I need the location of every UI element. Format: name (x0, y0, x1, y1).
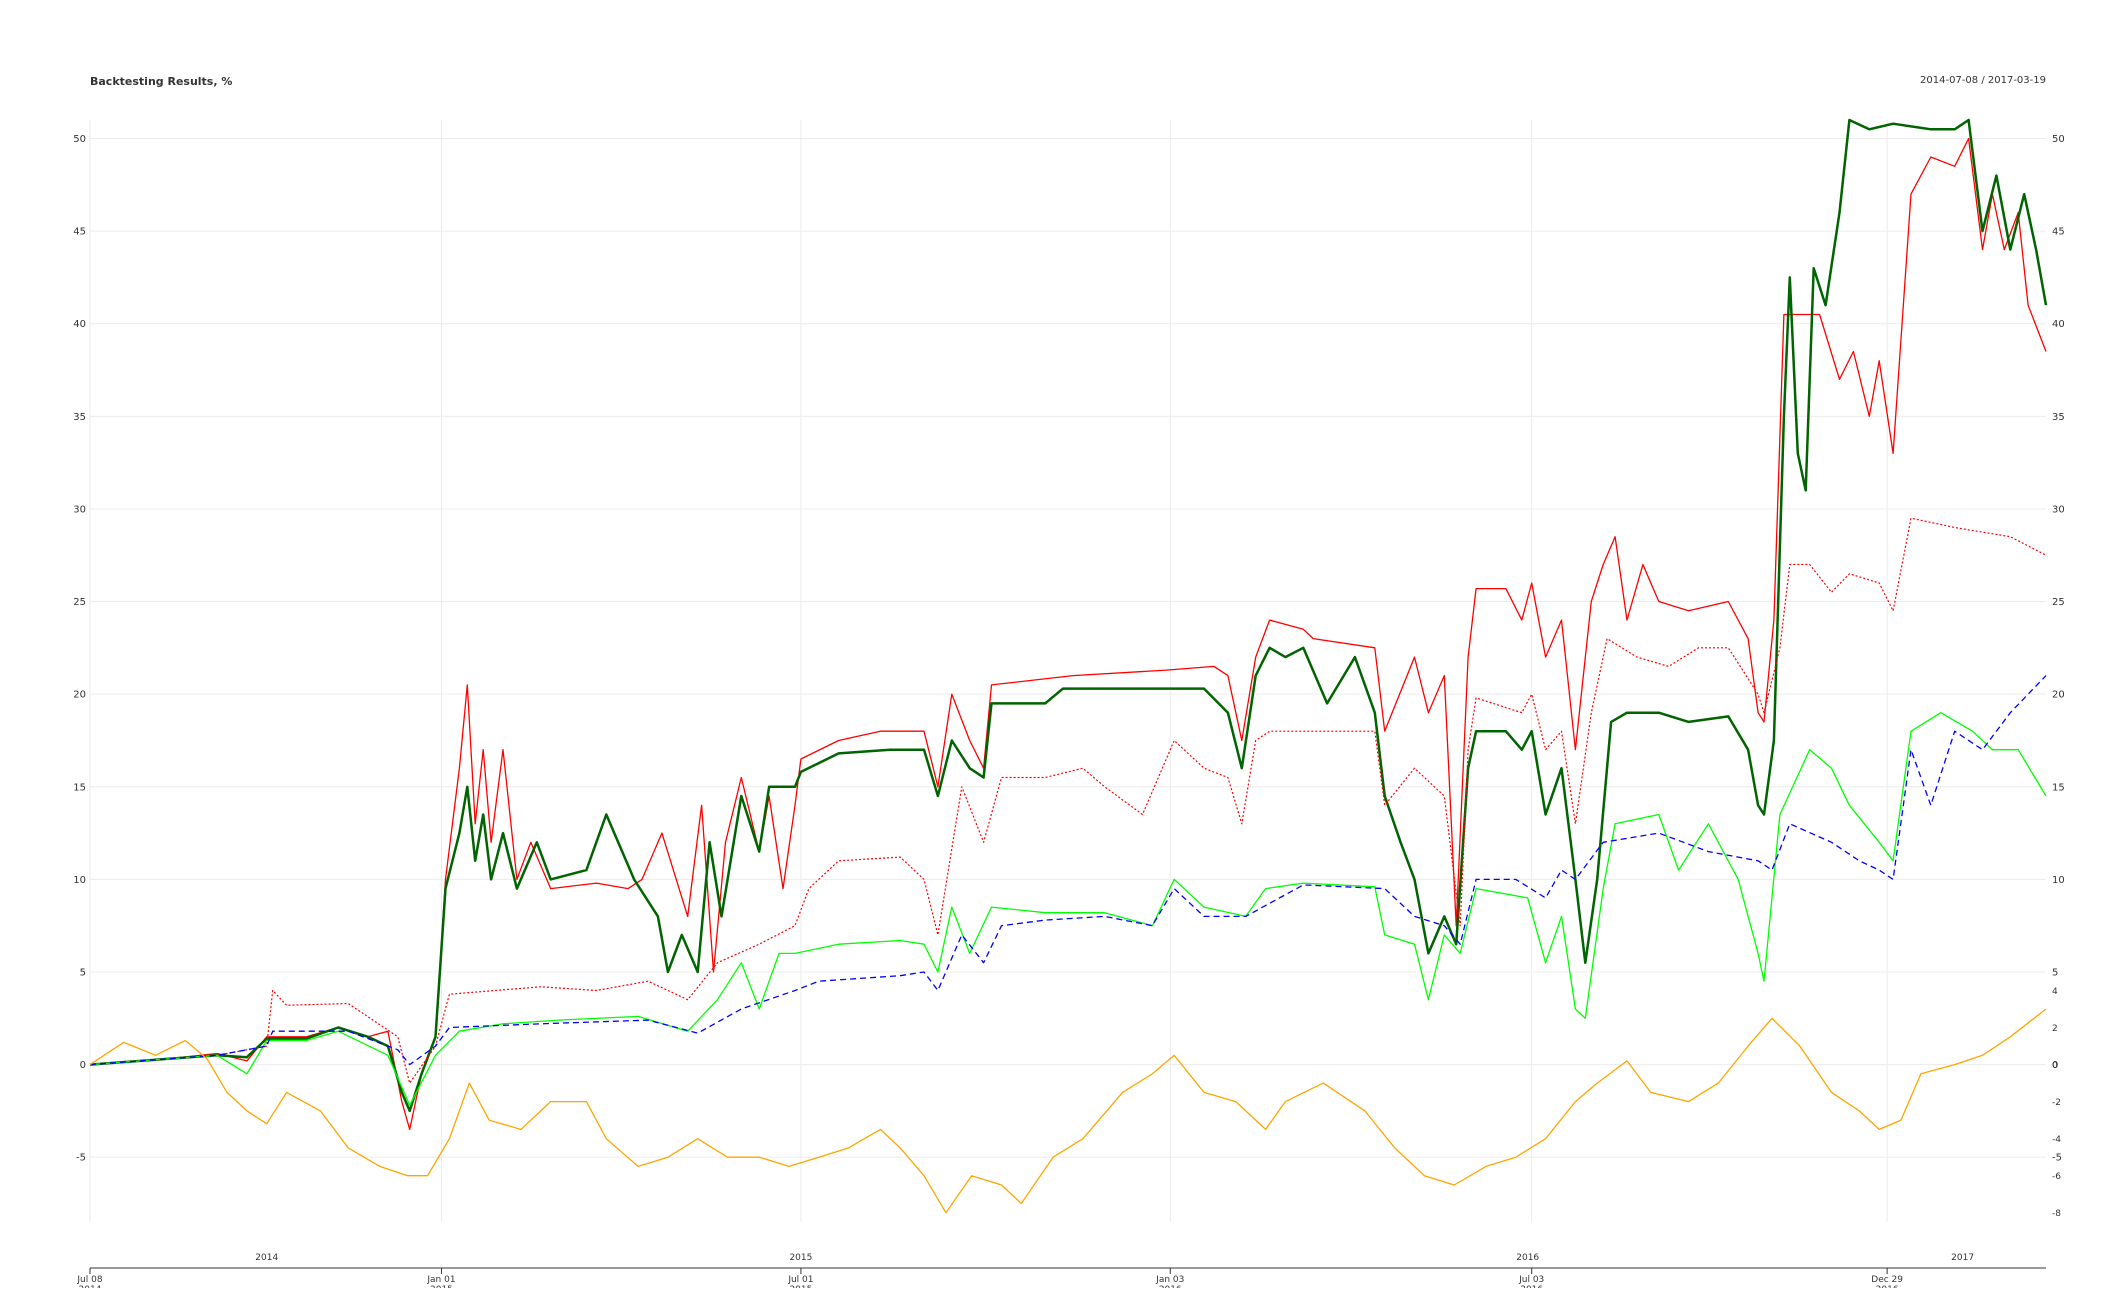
y-tick-label-left: 5 (80, 967, 86, 978)
y-tick-label-right: 30 (2052, 504, 2065, 515)
x-tick-label: Jan 01 (426, 1275, 455, 1285)
y-tick-label-right-secondary: -4 (2052, 1135, 2061, 1145)
series-line-4 (89, 712, 2047, 1106)
series-line-5 (89, 675, 2047, 1066)
x-tick-label: Jul 03 (1518, 1275, 1544, 1285)
y-tick-label-right: -5 (2052, 1153, 2062, 1164)
x-tick-label: Dec 29 (1871, 1275, 1903, 1285)
y-tick-label-right: 50 (2052, 134, 2065, 145)
y-tick-label-left: 15 (73, 782, 86, 793)
y-tick-label-right: 35 (2052, 412, 2065, 423)
y-tick-label-left: 30 (73, 504, 86, 515)
y-tick-label-right-secondary: 4 (2052, 987, 2058, 997)
x-tick-label: Jul 08 (76, 1275, 102, 1285)
series-line-3 (89, 517, 2047, 1084)
x-year-label: 2015 (789, 1253, 812, 1263)
y-tick-label-right-secondary: 0 (2052, 1061, 2058, 1071)
y-tick-label-left: -5 (76, 1153, 86, 1164)
y-tick-label-right-secondary: -2 (2052, 1098, 2061, 1108)
y-tick-label-right: 45 (2052, 227, 2065, 238)
y-tick-label-right: 15 (2052, 782, 2065, 793)
series-line-1 (89, 137, 2047, 1131)
y-tick-label-left: 45 (73, 227, 86, 238)
y-tick-label-right: 25 (2052, 597, 2065, 608)
y-tick-label-right: 10 (2052, 875, 2065, 886)
y-tick-label-left: 40 (73, 319, 86, 330)
y-tick-label-left: 0 (80, 1060, 86, 1071)
x-tick-label: Jul 01 (787, 1275, 813, 1285)
x-tick-label: Jan 03 (1155, 1275, 1184, 1285)
y-tick-label-right-secondary: 2 (2052, 1024, 2058, 1034)
series-line-2 (89, 118, 2048, 1113)
series-line-6 (89, 1008, 2047, 1214)
x-year-label: 2016 (1516, 1253, 1539, 1263)
y-tick-label-right: 0 (2052, 1060, 2058, 1071)
y-tick-label-right: 20 (2052, 690, 2065, 701)
chart-title: Backtesting Results, % (90, 75, 233, 88)
y-tick-label-left: 10 (73, 875, 86, 886)
y-tick-label-right: 40 (2052, 319, 2065, 330)
y-tick-label-right-secondary: -6 (2052, 1172, 2061, 1182)
x-year-label: 2017 (1951, 1253, 1974, 1263)
y-tick-label-left: 50 (73, 134, 86, 145)
y-tick-label-left: 20 (73, 690, 86, 701)
y-tick-label-left: 35 (73, 412, 86, 423)
y-tick-label-right-secondary: -8 (2052, 1209, 2061, 1219)
x-year-label: 2014 (255, 1253, 278, 1263)
y-tick-label-right: 5 (2052, 967, 2058, 978)
y-tick-label-left: 25 (73, 597, 86, 608)
date-range-label: 2014-07-08 / 2017-03-19 (1920, 75, 2046, 86)
